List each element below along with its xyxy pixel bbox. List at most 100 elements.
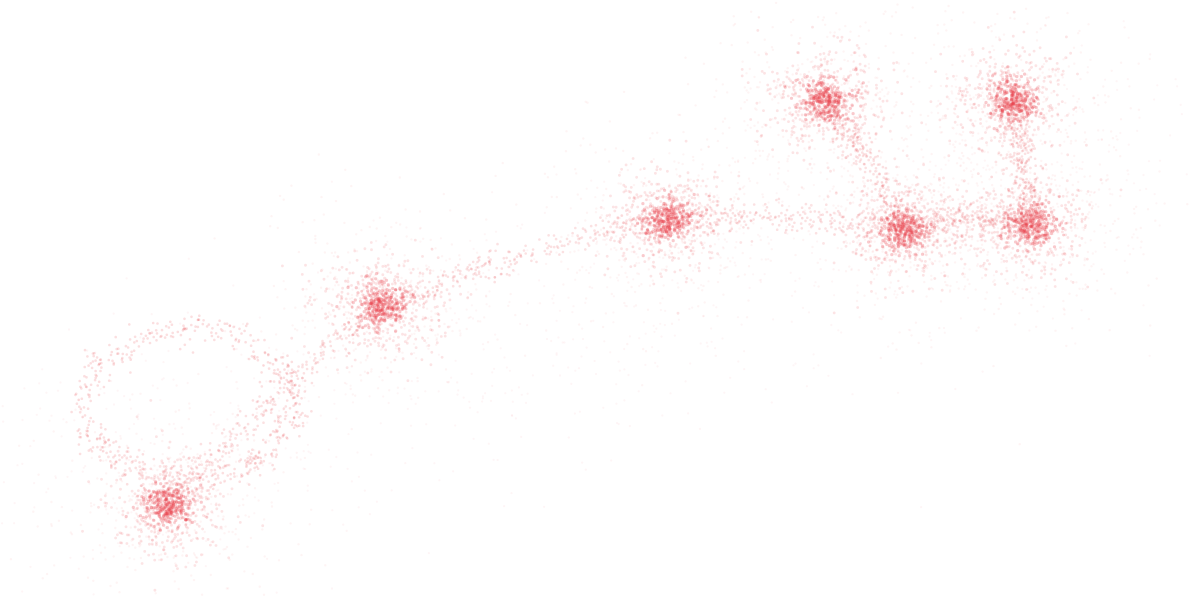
data-point-1011 (401, 291, 405, 295)
data-point-822 (70, 533, 74, 536)
data-point-835 (36, 525, 39, 528)
data-point-1947 (538, 302, 542, 305)
data-point-843 (182, 505, 185, 508)
data-point-4748 (951, 100, 954, 104)
data-point-1963 (213, 237, 216, 240)
data-point-1509 (383, 288, 386, 292)
data-point-3419 (775, 109, 779, 113)
data-point-3898 (758, 149, 761, 152)
data-point-2960 (747, 299, 750, 302)
data-point-279 (114, 536, 117, 540)
data-point-534 (185, 531, 189, 534)
data-point-3289 (845, 79, 848, 83)
data-point-993 (371, 292, 375, 296)
data-point-655 (129, 469, 133, 473)
data-point-3880 (789, 110, 792, 114)
data-point-1848 (313, 326, 317, 329)
data-point-2732 (700, 251, 704, 255)
data-point-1397 (383, 276, 386, 280)
data-point-547 (147, 507, 151, 511)
data-point-4910 (1020, 58, 1023, 62)
data-point-3929 (684, 56, 687, 59)
data-point-3931 (813, 163, 816, 166)
data-point-1974 (413, 332, 416, 335)
data-point-860 (180, 426, 183, 429)
data-point-1771 (355, 250, 359, 253)
data-point-2979 (734, 160, 737, 164)
data-point-1302 (410, 317, 414, 320)
data-point-1264 (357, 305, 360, 309)
data-point-2422 (653, 212, 657, 216)
data-point-1804 (395, 221, 398, 224)
data-point-828 (218, 552, 221, 555)
data-point-3711 (745, 72, 748, 75)
data-point-1320 (399, 281, 403, 285)
data-point-778 (145, 510, 148, 513)
data-point-743 (129, 498, 132, 501)
data-point-3507 (822, 52, 826, 55)
data-point-114 (167, 501, 171, 505)
data-point-1449 (387, 307, 391, 311)
data-point-2880 (716, 234, 719, 238)
data-point-238 (151, 498, 155, 502)
data-point-3219 (827, 87, 831, 91)
data-point-1159 (369, 298, 373, 303)
data-point-504 (166, 515, 170, 518)
data-point-634 (164, 513, 168, 517)
data-point-2458 (645, 248, 649, 252)
data-point-3541 (799, 88, 803, 92)
data-point-1041 (374, 287, 378, 291)
data-point-1201 (368, 313, 372, 317)
data-point-1870 (384, 234, 387, 238)
data-point-978 (193, 529, 196, 532)
data-point-558 (160, 459, 164, 463)
data-point-300 (193, 503, 197, 507)
data-point-765 (308, 523, 311, 526)
data-point-3838 (895, 101, 898, 104)
data-point-1930 (360, 229, 363, 232)
data-point-1625 (339, 294, 343, 298)
data-point-1648 (369, 241, 373, 244)
data-point-617 (162, 518, 166, 521)
data-point-4306 (1034, 105, 1037, 109)
data-point-1333 (369, 305, 373, 309)
data-point-4941 (1041, 71, 1044, 74)
data-point-768 (180, 542, 184, 545)
data-point-1331 (340, 296, 344, 300)
data-point-4891 (1116, 138, 1119, 141)
data-point-1817 (345, 317, 349, 320)
data-point-488 (109, 484, 113, 488)
data-point-1143 (374, 317, 378, 321)
data-point-2972 (707, 145, 710, 149)
data-point-1138 (351, 301, 355, 305)
data-point-3641 (858, 62, 862, 66)
data-point-3900 (756, 181, 759, 185)
data-point-2645 (638, 236, 642, 240)
data-point-794 (215, 427, 218, 430)
data-point-1460 (414, 315, 418, 319)
data-point-2841 (644, 198, 648, 202)
data-point-1705 (449, 209, 452, 212)
data-point-1716 (368, 276, 371, 279)
data-point-1016 (370, 301, 374, 305)
data-point-840 (186, 491, 189, 494)
data-point-1610 (393, 280, 396, 283)
data-point-1682 (284, 288, 287, 291)
data-point-1862 (350, 427, 353, 431)
data-point-3504 (787, 85, 791, 89)
data-point-181 (149, 493, 153, 497)
data-point-2669 (713, 210, 717, 214)
data-point-5 (141, 498, 145, 502)
data-point-3649 (796, 143, 800, 147)
data-point-1740 (379, 348, 383, 351)
data-point-2671 (702, 62, 706, 65)
data-point-2317 (643, 191, 647, 194)
data-point-2295 (710, 251, 714, 255)
data-point-175 (124, 514, 128, 519)
data-point-3540 (762, 109, 765, 112)
data-point-3694 (692, 159, 695, 162)
data-point-3765 (810, 171, 813, 174)
data-point-1017 (389, 305, 394, 309)
data-point-870 (168, 474, 171, 478)
data-point-2967 (693, 249, 696, 253)
